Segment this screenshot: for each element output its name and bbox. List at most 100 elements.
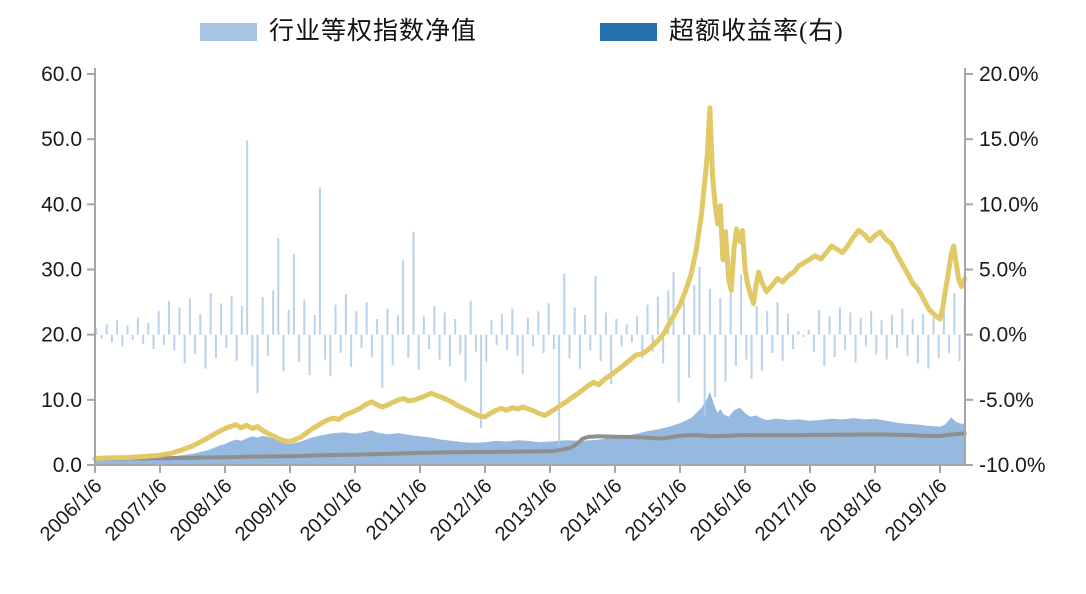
excess-return-bar bbox=[417, 334, 420, 370]
excess-return-bar bbox=[313, 315, 316, 335]
x-axis-tick-label: 2006/1/6 bbox=[36, 475, 107, 546]
excess-return-bar bbox=[667, 290, 670, 335]
excess-return-bar bbox=[386, 308, 389, 335]
excess-return-bar bbox=[599, 334, 602, 361]
excess-return-bar bbox=[864, 334, 867, 347]
excess-return-bar bbox=[474, 334, 477, 352]
excess-return-bar bbox=[448, 334, 451, 366]
left-axis-tick-label: 0.0 bbox=[53, 454, 82, 477]
excess-return-bar bbox=[246, 140, 249, 335]
excess-return-bar bbox=[350, 334, 353, 368]
excess-return-bar bbox=[376, 319, 379, 335]
excess-return-bar bbox=[464, 334, 467, 382]
excess-return-bar bbox=[272, 290, 275, 335]
excess-return-bar bbox=[220, 303, 223, 335]
excess-return-bar bbox=[480, 334, 483, 429]
excess-return-bar bbox=[100, 334, 103, 339]
excess-return-bar bbox=[781, 334, 784, 361]
excess-return-bar bbox=[604, 312, 607, 335]
excess-return-bar bbox=[584, 315, 587, 335]
excess-return-bar bbox=[204, 334, 207, 369]
excess-return-bar bbox=[422, 316, 425, 335]
excess-return-bar bbox=[942, 303, 945, 335]
excess-return-bar bbox=[298, 334, 301, 363]
x-axis-tick-label: 2008/1/6 bbox=[166, 475, 237, 546]
excess-return-bar bbox=[334, 304, 337, 335]
excess-return-bar bbox=[511, 308, 514, 335]
x-axis-tick-label: 2019/1/6 bbox=[881, 475, 952, 546]
excess-return-bar bbox=[407, 334, 410, 359]
excess-return-bar bbox=[516, 334, 519, 356]
excess-return-bar bbox=[178, 307, 181, 335]
excess-return-bar bbox=[932, 317, 935, 335]
excess-return-bar bbox=[95, 328, 98, 335]
legend-label-excess-return: 超额收益率(右) bbox=[669, 18, 844, 45]
left-axis-tick-label: 40.0 bbox=[41, 193, 82, 216]
excess-return-bar bbox=[594, 276, 597, 335]
excess-return-bar bbox=[157, 311, 160, 335]
excess-return-bar bbox=[443, 312, 446, 335]
x-axis-tick-label: 2014/1/6 bbox=[556, 475, 627, 546]
excess-return-bar bbox=[339, 334, 342, 353]
excess-return-bar bbox=[714, 334, 717, 398]
excess-return-bar bbox=[147, 322, 150, 335]
excess-return-bar bbox=[412, 231, 415, 335]
excess-return-bar bbox=[797, 330, 800, 335]
excess-return-bar bbox=[183, 334, 186, 364]
excess-return-bar bbox=[641, 334, 644, 359]
excess-return-bar bbox=[615, 319, 618, 335]
excess-return-bar bbox=[849, 312, 852, 335]
excess-return-bar bbox=[116, 320, 119, 335]
excess-return-bar bbox=[308, 334, 311, 376]
excess-return-bar bbox=[859, 317, 862, 335]
excess-return-bar bbox=[589, 334, 592, 351]
excess-return-bar bbox=[126, 325, 129, 335]
excess-return-bar bbox=[438, 334, 441, 360]
excess-return-bar bbox=[708, 289, 711, 335]
excess-return-bar bbox=[688, 334, 691, 378]
excess-return-bar bbox=[906, 334, 909, 356]
excess-return-bar bbox=[365, 302, 368, 335]
excess-return-bar bbox=[261, 296, 264, 335]
excess-return-bar bbox=[506, 334, 509, 351]
excess-return-bar bbox=[703, 334, 706, 417]
excess-return-bar bbox=[620, 334, 623, 347]
excess-return-bar bbox=[875, 334, 878, 355]
excess-return-bar bbox=[402, 260, 405, 335]
excess-return-bar bbox=[136, 317, 139, 335]
excess-return-bar bbox=[391, 334, 394, 365]
excess-return-bar bbox=[854, 334, 857, 363]
excess-return-bar bbox=[729, 279, 732, 335]
x-axis-tick-label: 2007/1/6 bbox=[101, 475, 172, 546]
excess-return-bar bbox=[578, 334, 581, 369]
excess-return-bar bbox=[370, 334, 373, 357]
excess-return-bar bbox=[214, 334, 217, 359]
left-axis-tick-label: 60.0 bbox=[41, 63, 82, 86]
left-axis-tick-label: 30.0 bbox=[41, 259, 82, 282]
excess-return-bar bbox=[636, 316, 639, 335]
excess-return-bar bbox=[750, 334, 753, 379]
x-axis-tick-label: 2013/1/6 bbox=[491, 475, 562, 546]
excess-return-bar bbox=[469, 300, 472, 335]
excess-return-bar bbox=[812, 334, 815, 352]
excess-return-bar bbox=[292, 253, 295, 335]
right-axis-tick-label: 10.0% bbox=[979, 193, 1039, 216]
excess-return-bar bbox=[890, 315, 893, 335]
excess-return-bar bbox=[485, 334, 488, 363]
excess-return-bar bbox=[766, 311, 769, 335]
excess-return-bar bbox=[807, 329, 810, 335]
excess-return-bar bbox=[532, 334, 535, 347]
excess-return-bar bbox=[896, 334, 899, 348]
x-axis-tick-label: 2017/1/6 bbox=[751, 475, 822, 546]
excess-return-bar bbox=[719, 298, 722, 335]
right-axis-tick-label: 20.0% bbox=[979, 63, 1039, 86]
x-axis-tick-label: 2012/1/6 bbox=[426, 475, 497, 546]
excess-return-bar bbox=[792, 334, 795, 349]
excess-return-bar bbox=[672, 272, 675, 335]
excess-return-bar bbox=[760, 334, 763, 372]
excess-return-bar bbox=[818, 309, 821, 335]
excess-return-bar bbox=[776, 302, 779, 335]
excess-return-bar bbox=[901, 308, 904, 335]
excess-return-bar bbox=[225, 334, 228, 348]
legend-item-industry-index: 行业等权指数净值 bbox=[200, 12, 477, 52]
